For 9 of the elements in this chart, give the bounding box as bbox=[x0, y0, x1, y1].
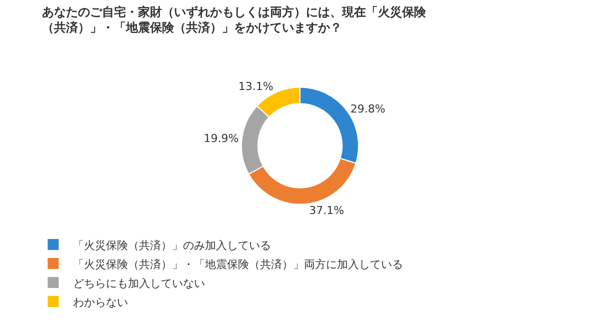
data-label: 19.9% bbox=[204, 132, 239, 146]
legend-label: 「火災保険（共済）」・「地震保険（共済）」両方に加入している bbox=[73, 258, 404, 271]
chart-title: あなたのご自宅・家財（いずれかもしくは両方）には、現在「火災保険（共済）」・「地震保険（共済）」をかけていますか？ bbox=[42, 5, 427, 35]
data-label: 37.1% bbox=[309, 204, 344, 217]
data-label: 29.8% bbox=[350, 102, 386, 116]
legend-label: わからない bbox=[73, 296, 128, 309]
data-label: 13.1% bbox=[238, 80, 274, 94]
legend-label: 「火災保険（共済）」のみ加入している bbox=[73, 238, 272, 252]
legend-label: どちらにも加入していない bbox=[73, 276, 206, 290]
